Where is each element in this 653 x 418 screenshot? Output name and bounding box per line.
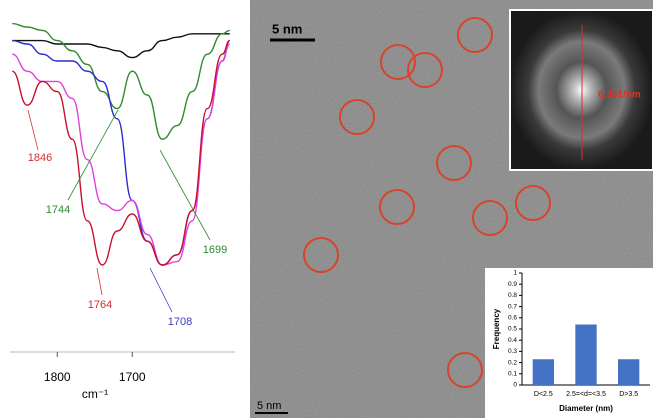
- annotation: 1764: [88, 299, 112, 311]
- x-tick-label: D<2.5: [534, 391, 553, 398]
- y-tick-label: 0.1: [508, 371, 517, 378]
- y-tick-label: 0.6: [508, 315, 517, 322]
- fft-label: 6.361/nm: [598, 90, 641, 101]
- y-tick-label: 1: [513, 270, 517, 277]
- bar: [575, 325, 596, 385]
- annotation: 1699: [203, 244, 227, 256]
- x-tick-label: 1800: [44, 370, 71, 384]
- scale-bar-label: 5 nm: [272, 21, 302, 36]
- x-tick-label: D>3.5: [619, 391, 638, 398]
- x-axis-label: Diameter (nm): [559, 404, 613, 413]
- figure: 1800 1700 cm⁻¹ 1846 1744 1764 1708 1699 5 nm 5 …: [0, 0, 653, 418]
- y-tick-label: 0.5: [508, 326, 517, 333]
- annotation: 1708: [168, 316, 192, 328]
- x-tick-label: 1700: [119, 370, 146, 384]
- annotation: 1744: [46, 204, 70, 216]
- x-tick-label: 2.5=<d=<3.5: [566, 391, 606, 398]
- y-tick-label: 0.4: [508, 337, 517, 344]
- y-tick-label: 0: [513, 382, 517, 389]
- y-tick-label: 0.3: [508, 348, 517, 355]
- scale-bar-label: 5 nm: [257, 400, 281, 412]
- y-tick-label: 0.8: [508, 292, 517, 299]
- annotation: 1846: [28, 152, 52, 164]
- x-axis-label: cm⁻¹: [82, 387, 108, 401]
- y-tick-label: 0.2: [508, 359, 517, 366]
- bar: [618, 359, 639, 385]
- y-tick-label: 0.7: [508, 303, 517, 310]
- y-tick-label: 0.9: [508, 281, 517, 288]
- y-axis-label: Frequency: [492, 308, 501, 349]
- bar: [533, 359, 554, 385]
